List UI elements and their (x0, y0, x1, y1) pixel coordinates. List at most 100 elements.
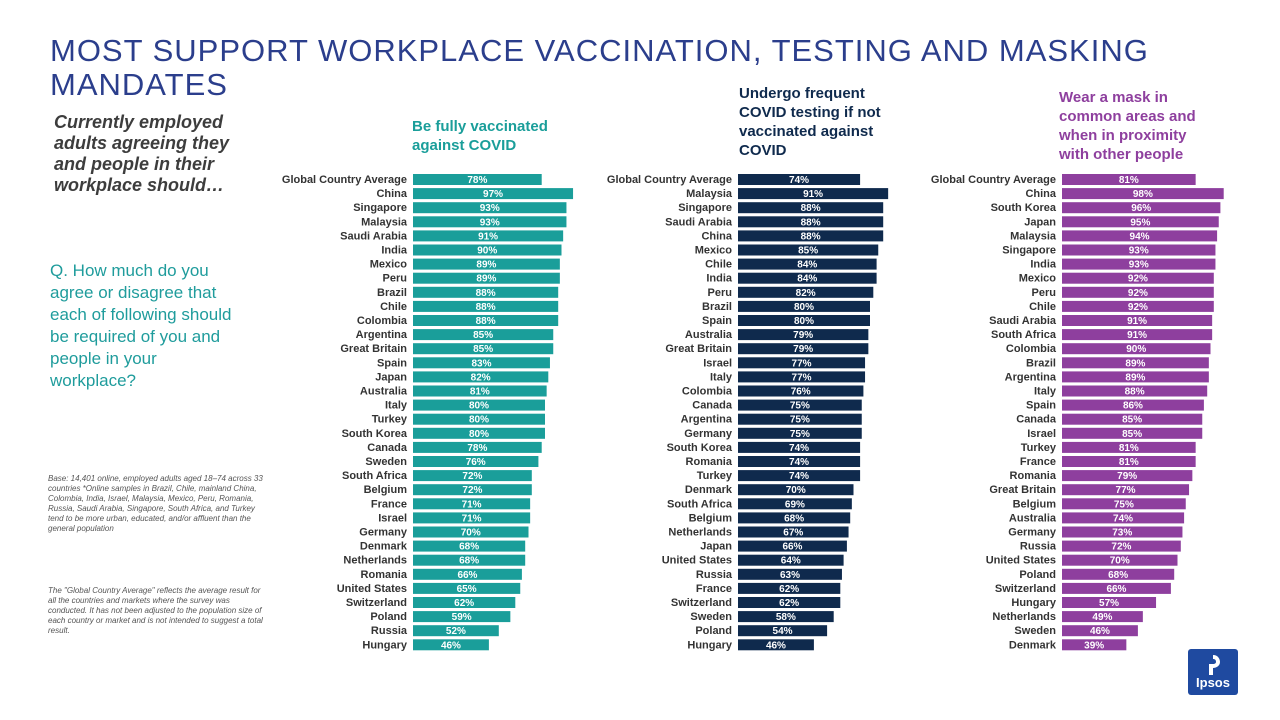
bar-row: Colombia 88% (357, 315, 559, 327)
value-label: 84% (797, 260, 817, 271)
category-label: Poland (1019, 569, 1056, 581)
category-label: Denmark (360, 541, 408, 553)
bar (738, 498, 852, 510)
bar-row: Global Country Average 78% (282, 174, 542, 186)
bar-row: Israel 77% (703, 357, 866, 369)
bar (413, 554, 526, 566)
bar (738, 441, 861, 453)
bar (1062, 385, 1208, 397)
category-label: Germany (1008, 527, 1057, 539)
bar (738, 427, 862, 439)
bar (738, 315, 870, 326)
bar (413, 470, 532, 482)
value-label: 57% (1099, 598, 1119, 609)
bar-row: Mexico 85% (695, 244, 879, 257)
value-label: 59% (452, 612, 472, 623)
value-label: 77% (792, 358, 812, 369)
category-label: Malaysia (361, 216, 408, 228)
bar (1062, 258, 1216, 270)
bar-row: France 62% (696, 582, 841, 595)
category-label: South Korea (342, 428, 408, 440)
bar-row: France 71% (371, 498, 531, 510)
survey-question: Q. How much do you agree or disagree tha… (50, 261, 232, 390)
bar (1062, 526, 1183, 538)
value-label: 72% (462, 471, 482, 482)
bar-row: India 90% (381, 244, 562, 257)
bar-row: Russia 52% (371, 625, 499, 637)
bar (413, 343, 554, 355)
category-label: Great Britain (989, 484, 1056, 496)
bar-row: Malaysia 93% (361, 216, 567, 228)
bar-row: Argentina 85% (356, 329, 554, 341)
value-label: 74% (789, 443, 809, 454)
bar (413, 526, 529, 538)
bar (1062, 244, 1216, 256)
bar (738, 286, 874, 298)
bar-row: Saudi Arabia 88% (665, 216, 884, 228)
value-label: 92% (1128, 288, 1148, 299)
bar (413, 597, 516, 608)
panel-title-mask: Wear a mask in common areas and when in … (1059, 89, 1196, 163)
value-label: 72% (1111, 542, 1131, 553)
bar (413, 371, 549, 383)
bar-row: Belgium 68% (689, 512, 851, 524)
bar-row: Turkey 74% (697, 470, 861, 482)
bar (1062, 540, 1181, 552)
bar (413, 512, 531, 524)
value-label: 81% (1119, 175, 1139, 186)
category-label: Netherlands (343, 555, 407, 567)
category-label: Hungary (687, 639, 733, 651)
category-label: Hungary (362, 639, 408, 651)
category-label: Switzerland (671, 597, 732, 609)
value-label: 93% (1129, 246, 1149, 257)
value-label: 71% (462, 513, 482, 524)
bar-row: Netherlands 49% (992, 611, 1143, 623)
bar-row: United States 64% (662, 554, 844, 567)
bar-row: India 93% (1030, 258, 1216, 271)
bar-row: Saudi Arabia 91% (340, 230, 564, 242)
bar (1062, 202, 1221, 214)
value-label: 74% (1113, 513, 1133, 524)
bar-row: Italy 88% (1034, 385, 1208, 398)
bar-row: Mexico 92% (1019, 272, 1214, 285)
bar (738, 611, 834, 623)
category-label: China (1025, 188, 1056, 200)
bar (1062, 286, 1214, 298)
bar (1062, 611, 1143, 623)
bar (738, 188, 889, 200)
bar-row: Global Country Average 81% (931, 174, 1196, 186)
bar (413, 625, 499, 637)
bar (413, 484, 532, 496)
bar-row: South Africa 72% (342, 470, 532, 482)
bar-row: Spain 86% (1026, 399, 1204, 412)
category-label: South Korea (667, 442, 733, 454)
value-label: 90% (1126, 344, 1146, 355)
category-label: Global Country Average (931, 174, 1056, 186)
bar-row: Romania 74% (686, 456, 861, 468)
value-label: 94% (1130, 231, 1150, 242)
value-label: 89% (476, 260, 496, 271)
bar (738, 582, 841, 594)
bar-row: Japan 95% (1024, 216, 1219, 228)
category-label: Mexico (1019, 273, 1057, 285)
value-label: 81% (1119, 443, 1139, 454)
value-label: 92% (1128, 302, 1148, 313)
bar-row: Germany 75% (684, 427, 862, 440)
category-label: Belgium (689, 512, 733, 524)
value-label: 85% (473, 330, 493, 341)
bar (413, 272, 560, 284)
value-label: 92% (1128, 274, 1148, 285)
panel-title-testing: Undergo frequent COVID testing if not va… (739, 85, 881, 159)
logo-mark-icon (1209, 655, 1220, 675)
bar-row: South Korea 80% (342, 427, 545, 440)
bar-row: Japan 66% (700, 540, 847, 553)
value-label: 89% (1125, 358, 1145, 369)
value-label: 84% (797, 274, 817, 285)
bar (1062, 329, 1213, 341)
bar-row: Italy 77% (710, 371, 866, 383)
value-label: 98% (1133, 189, 1153, 200)
value-label: 95% (1130, 217, 1150, 228)
value-label: 65% (457, 584, 477, 595)
average-note: The "Global Country Average" reflects th… (48, 586, 263, 635)
bar-row: Singapore 93% (1002, 244, 1216, 257)
